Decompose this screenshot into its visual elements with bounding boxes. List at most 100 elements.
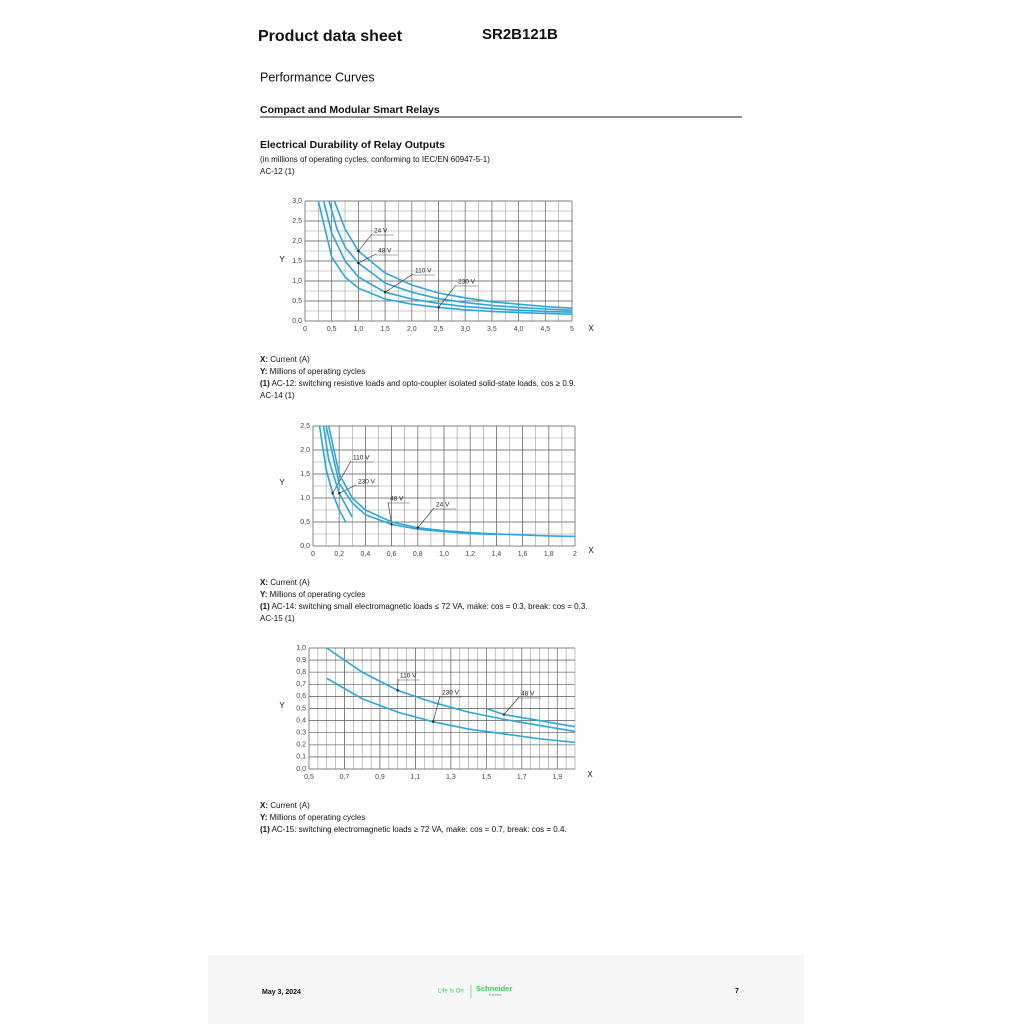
legend-line: (1) AC-12: switching resistive loads and… bbox=[260, 379, 576, 388]
y-tick-label: 0,9 bbox=[296, 657, 306, 664]
y-tick-label: 0,4 bbox=[296, 717, 306, 724]
label-arrowhead bbox=[331, 492, 334, 495]
y-tick-label: 0,5 bbox=[296, 705, 306, 712]
y-tick-label: 2,0 bbox=[300, 447, 310, 454]
y-axis-label: Y bbox=[279, 478, 285, 487]
label-arrowhead bbox=[357, 249, 360, 253]
section-title: Compact and Modular Smart Relays bbox=[260, 104, 440, 116]
label-leader bbox=[417, 507, 435, 528]
chart: 0 0,2 0,4 0,6 0,8 1,0 1,2 1,4 1,6 1,8 2 0,0 0,5 1,0 1,… bbox=[279, 423, 594, 558]
y-tick-label: 1,0 bbox=[292, 278, 302, 285]
y-tick-label: 3,0 bbox=[292, 198, 302, 205]
legend-key: Y: bbox=[260, 813, 267, 822]
label-leader bbox=[358, 253, 377, 264]
x-tick-label: 1,4 bbox=[492, 551, 502, 558]
footer-brand-sub: Electric bbox=[489, 992, 502, 997]
label-leader bbox=[358, 233, 373, 252]
x-axis-label: X bbox=[588, 546, 594, 555]
legend-text: AC-12: switching resistive loads and opt… bbox=[270, 379, 576, 388]
series-line bbox=[486, 707, 575, 728]
series-label: 110 V bbox=[415, 268, 432, 275]
legend-key: X: bbox=[260, 578, 268, 587]
legend-line: (1) AC-14: switching small electromagnet… bbox=[260, 602, 588, 611]
label-arrowhead bbox=[437, 306, 440, 309]
y-tick-label: 1,5 bbox=[292, 258, 302, 265]
label-arrowhead bbox=[396, 689, 399, 692]
y-tick-label: 0,5 bbox=[292, 298, 302, 305]
x-tick-label: 0,2 bbox=[334, 551, 344, 558]
x-tick-label: 0,5 bbox=[327, 326, 337, 333]
x-tick-label: 1,5 bbox=[380, 326, 390, 333]
legend-key: Y: bbox=[260, 367, 267, 376]
y-tick-label: 1,0 bbox=[300, 495, 310, 502]
label-arrowhead bbox=[338, 492, 341, 495]
y-axis-label: Y bbox=[279, 255, 285, 264]
y-tick-label: 0,6 bbox=[296, 693, 306, 700]
y-tick-label: 0,7 bbox=[296, 681, 306, 688]
footer-brand: Schneider bbox=[476, 984, 512, 993]
y-tick-label: 0,5 bbox=[300, 519, 310, 526]
series-line bbox=[322, 425, 354, 518]
y-tick-label: 0,0 bbox=[292, 318, 302, 325]
legend-key: X: bbox=[260, 355, 268, 364]
x-tick-label: 2,5 bbox=[434, 326, 444, 333]
series-label: 24 V bbox=[374, 228, 388, 235]
y-tick-label: 2,5 bbox=[300, 423, 310, 430]
block-heading: AC-15 (1) bbox=[260, 614, 295, 623]
doc-title: Product data sheet bbox=[258, 28, 403, 45]
x-tick-label: 0,8 bbox=[413, 551, 423, 558]
legend-key: Y: bbox=[260, 590, 267, 599]
x-axis-label: X bbox=[587, 770, 593, 779]
y-axis-label: Y bbox=[279, 701, 285, 710]
x-tick-label: 0,4 bbox=[361, 551, 371, 558]
legend-text: Current (A) bbox=[268, 355, 310, 364]
label-leader bbox=[332, 460, 352, 494]
legend-line: X: Current (A) bbox=[260, 801, 310, 810]
legend-text: Current (A) bbox=[268, 578, 310, 587]
legend-line: Y: Millions of operating cycles bbox=[260, 813, 365, 822]
x-tick-label: 0,5 bbox=[304, 774, 314, 781]
legend-text: Millions of operating cycles bbox=[267, 590, 365, 599]
label-arrowhead bbox=[390, 523, 393, 526]
y-tick-label: 0,0 bbox=[300, 543, 310, 550]
y-tick-label: 2,0 bbox=[292, 238, 302, 245]
y-tick-label: 1,5 bbox=[300, 471, 310, 478]
legend-key: X: bbox=[260, 801, 268, 810]
y-tick-label: 2,5 bbox=[292, 218, 302, 225]
x-tick-label: 1,0 bbox=[354, 326, 364, 333]
x-tick-label: 3,0 bbox=[460, 326, 470, 333]
label-arrowhead bbox=[416, 526, 419, 529]
label-arrowhead bbox=[357, 261, 360, 265]
series-label: 110 V bbox=[400, 673, 417, 680]
footer-band bbox=[208, 955, 804, 1024]
y-tick-label: 0,8 bbox=[296, 669, 306, 676]
x-tick-label: 4,5 bbox=[540, 326, 550, 333]
label-leader bbox=[503, 696, 520, 715]
label-arrowhead bbox=[502, 713, 506, 716]
x-tick-label: 2 bbox=[573, 551, 577, 558]
label-leader bbox=[384, 273, 414, 293]
series-line bbox=[326, 647, 575, 733]
product-code: SR2B121B bbox=[482, 26, 558, 43]
series-line bbox=[326, 677, 575, 744]
x-tick-label: 1,3 bbox=[446, 774, 456, 781]
x-tick-label: 0,6 bbox=[387, 551, 397, 558]
legend-line: X: Current (A) bbox=[260, 355, 310, 364]
footer-page: 7 bbox=[735, 988, 739, 995]
block-heading: AC-12 (1) bbox=[260, 167, 295, 176]
subsection-note: (in millions of operating cycles, confor… bbox=[260, 155, 490, 164]
legend-line: Y: Millions of operating cycles bbox=[260, 367, 365, 376]
y-tick-label: 1,0 bbox=[296, 645, 306, 652]
legend-text: AC-14: switching small electromagnetic l… bbox=[270, 602, 588, 611]
legend-key: (1) bbox=[260, 825, 270, 834]
legend-text: AC-15: switching electromagnetic loads ≥… bbox=[270, 825, 567, 834]
x-tick-label: 1,0 bbox=[439, 551, 449, 558]
x-tick-label: 1,8 bbox=[544, 551, 554, 558]
label-arrowhead bbox=[383, 291, 387, 294]
chart: 0,5 0,7 0,9 1,1 1,3 1,5 1,7 1,9 0,0 0,1 0,2 0,3 0,4 0… bbox=[279, 645, 593, 781]
x-tick-label: 0 bbox=[311, 551, 315, 558]
y-tick-label: 0,2 bbox=[296, 742, 306, 749]
x-tick-label: 3,5 bbox=[487, 326, 497, 333]
